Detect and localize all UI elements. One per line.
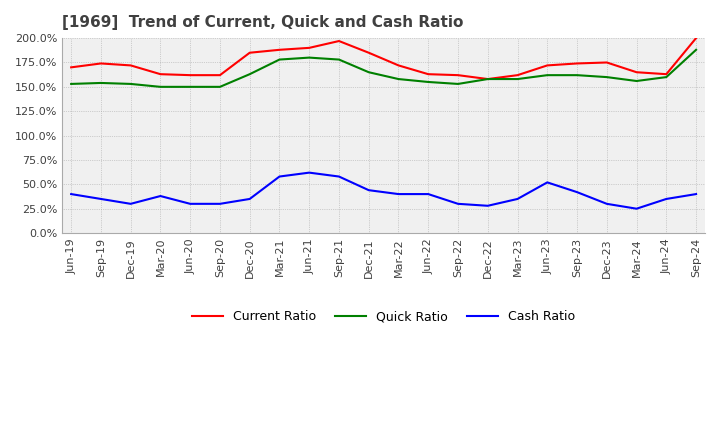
Current Ratio bbox=[483, 77, 492, 82]
Quick Ratio bbox=[632, 78, 641, 84]
Cash Ratio bbox=[662, 196, 670, 202]
Quick Ratio bbox=[335, 57, 343, 62]
Quick Ratio bbox=[96, 81, 105, 86]
Quick Ratio bbox=[275, 57, 284, 62]
Quick Ratio bbox=[186, 84, 194, 89]
Quick Ratio bbox=[424, 79, 433, 84]
Current Ratio bbox=[662, 72, 670, 77]
Cash Ratio bbox=[96, 196, 105, 202]
Current Ratio bbox=[215, 73, 224, 78]
Current Ratio bbox=[454, 73, 462, 78]
Cash Ratio bbox=[126, 201, 135, 206]
Current Ratio bbox=[275, 47, 284, 52]
Quick Ratio bbox=[692, 47, 701, 52]
Quick Ratio bbox=[394, 77, 402, 82]
Quick Ratio bbox=[156, 84, 165, 89]
Current Ratio bbox=[603, 60, 611, 65]
Current Ratio bbox=[424, 72, 433, 77]
Cash Ratio bbox=[364, 187, 373, 193]
Cash Ratio bbox=[632, 206, 641, 211]
Cash Ratio bbox=[483, 203, 492, 209]
Quick Ratio bbox=[364, 70, 373, 75]
Cash Ratio bbox=[603, 201, 611, 206]
Quick Ratio bbox=[572, 73, 581, 78]
Current Ratio bbox=[126, 63, 135, 68]
Quick Ratio bbox=[603, 74, 611, 80]
Line: Quick Ratio: Quick Ratio bbox=[71, 50, 696, 87]
Current Ratio bbox=[305, 45, 313, 51]
Quick Ratio bbox=[67, 81, 76, 87]
Cash Ratio bbox=[394, 191, 402, 197]
Cash Ratio bbox=[156, 194, 165, 199]
Current Ratio bbox=[156, 72, 165, 77]
Cash Ratio bbox=[215, 201, 224, 206]
Text: [1969]  Trend of Current, Quick and Cash Ratio: [1969] Trend of Current, Quick and Cash … bbox=[62, 15, 464, 30]
Current Ratio bbox=[364, 50, 373, 55]
Cash Ratio bbox=[572, 190, 581, 195]
Cash Ratio bbox=[186, 201, 194, 206]
Cash Ratio bbox=[543, 180, 552, 185]
Current Ratio bbox=[67, 65, 76, 70]
Line: Current Ratio: Current Ratio bbox=[71, 38, 696, 79]
Cash Ratio bbox=[305, 170, 313, 175]
Quick Ratio bbox=[543, 73, 552, 78]
Cash Ratio bbox=[246, 196, 254, 202]
Legend: Current Ratio, Quick Ratio, Cash Ratio: Current Ratio, Quick Ratio, Cash Ratio bbox=[187, 305, 580, 328]
Current Ratio bbox=[543, 63, 552, 68]
Current Ratio bbox=[394, 63, 402, 68]
Quick Ratio bbox=[662, 74, 670, 80]
Cash Ratio bbox=[67, 191, 76, 197]
Current Ratio bbox=[513, 73, 522, 78]
Cash Ratio bbox=[692, 191, 701, 197]
Current Ratio bbox=[335, 38, 343, 44]
Current Ratio bbox=[246, 50, 254, 55]
Current Ratio bbox=[96, 61, 105, 66]
Cash Ratio bbox=[275, 174, 284, 179]
Cash Ratio bbox=[424, 191, 433, 197]
Cash Ratio bbox=[513, 196, 522, 202]
Quick Ratio bbox=[246, 72, 254, 77]
Current Ratio bbox=[572, 61, 581, 66]
Quick Ratio bbox=[454, 81, 462, 87]
Current Ratio bbox=[632, 70, 641, 75]
Quick Ratio bbox=[483, 77, 492, 82]
Cash Ratio bbox=[335, 174, 343, 179]
Current Ratio bbox=[186, 73, 194, 78]
Quick Ratio bbox=[215, 84, 224, 89]
Line: Cash Ratio: Cash Ratio bbox=[71, 172, 696, 209]
Quick Ratio bbox=[513, 77, 522, 82]
Current Ratio bbox=[692, 36, 701, 41]
Quick Ratio bbox=[126, 81, 135, 87]
Quick Ratio bbox=[305, 55, 313, 60]
Cash Ratio bbox=[454, 201, 462, 206]
